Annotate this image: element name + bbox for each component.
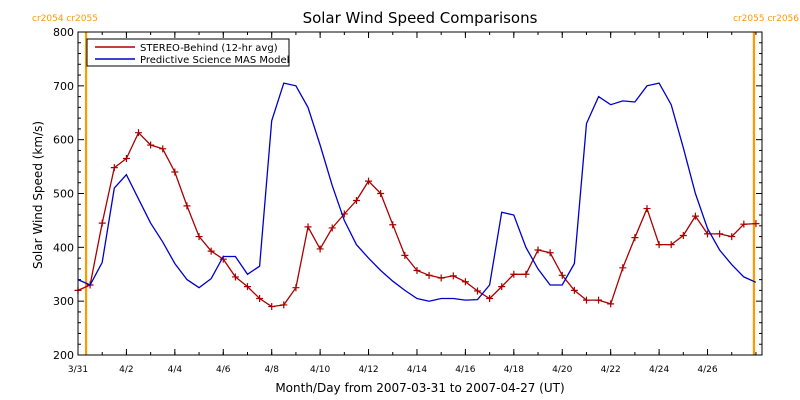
carrington-marker-layer: cr2054 cr2055 cr2055 cr2056: [32, 14, 799, 355]
carrington-marker-label: cr2055 cr2056: [733, 14, 799, 24]
data-point-marker: [377, 190, 385, 197]
data-point-marker: [607, 300, 615, 308]
legend-label-stereo: STEREO-Behind (12-hr avg): [140, 43, 278, 54]
plot-frame: [77, 31, 763, 356]
data-point-marker: [510, 270, 518, 278]
x-tick-label: 4/16: [455, 365, 475, 375]
data-point-marker: [243, 283, 251, 291]
data-point-marker: [365, 177, 373, 185]
x-tick-label: 4/24: [649, 365, 669, 375]
x-tick-label: 4/2: [119, 365, 133, 375]
data-point-marker: [292, 284, 300, 292]
data-point-marker: [171, 168, 179, 176]
data-point-marker: [280, 301, 288, 309]
data-point-marker: [582, 296, 590, 304]
data-point-marker: [679, 231, 687, 239]
x-tick-label: 4/18: [504, 365, 524, 375]
data-point-marker: [183, 202, 191, 210]
data-point-marker: [316, 245, 324, 253]
data-point-marker: [352, 196, 360, 204]
y-tick-label: 700: [53, 80, 74, 93]
data-point-marker: [268, 303, 276, 311]
x-tick-label: 4/26: [697, 365, 717, 375]
y-tick-label: 300: [53, 295, 74, 308]
y-tick-label: 800: [53, 26, 74, 39]
legend: STEREO-Behind (12-hr avg) Predictive Sci…: [86, 38, 290, 67]
x-tick-label: 4/12: [358, 365, 378, 375]
data-point-marker: [498, 283, 506, 291]
x-tick-label: 4/6: [216, 365, 231, 375]
data-point-marker: [110, 164, 118, 172]
data-point-marker: [159, 145, 167, 153]
x-tick-label: 4/8: [264, 365, 279, 375]
data-point-marker: [534, 246, 542, 254]
data-point-marker: [401, 251, 409, 259]
x-tick-label: 4/10: [310, 365, 330, 375]
data-point-marker: [98, 219, 106, 227]
data-point-marker: [522, 270, 530, 278]
data-point-marker: [740, 220, 748, 228]
y-tick-label: 600: [53, 134, 74, 147]
data-point-marker: [304, 223, 312, 231]
legend-box: [86, 38, 290, 67]
data-point-marker: [461, 278, 469, 286]
legend-label-mas: Predictive Science MAS Model: [140, 55, 289, 66]
x-tick-label: 4/14: [407, 365, 427, 375]
data-point-marker: [570, 286, 578, 294]
x-axis-label: Month/Day from 2007-03-31 to 2007-04-27 …: [275, 381, 564, 395]
data-point-marker: [631, 234, 639, 242]
data-point-marker: [667, 241, 675, 249]
x-tick-label: 4/22: [601, 365, 621, 375]
data-point-marker: [619, 264, 627, 272]
data-point-marker: [207, 247, 215, 255]
y-tick-label: 200: [53, 349, 74, 362]
chart-title: Solar Wind Speed Comparisons: [303, 9, 538, 27]
y-axis-label: Solar Wind Speed (km/s): [31, 121, 45, 269]
carrington-marker-label: cr2054 cr2055: [32, 14, 98, 24]
data-point-marker: [643, 205, 651, 213]
data-point-marker: [147, 141, 155, 149]
data-point-marker: [231, 273, 239, 281]
data-point-marker: [425, 271, 433, 279]
data-point-marker: [256, 294, 264, 302]
data-point-marker: [691, 212, 699, 220]
data-point-marker: [195, 233, 203, 241]
data-point-marker: [474, 287, 482, 295]
data-point-marker: [655, 241, 663, 249]
data-point-marker: [122, 155, 130, 163]
data-point-marker: [389, 221, 397, 229]
data-point-marker: [716, 230, 724, 238]
series-line-1: [77, 82, 757, 302]
data-point-marker: [449, 272, 457, 280]
data-point-marker: [135, 129, 143, 137]
y-tick-label: 500: [53, 188, 74, 201]
x-tick-label: 4/4: [168, 365, 183, 375]
data-point-marker: [546, 249, 554, 257]
data-point-marker: [595, 296, 603, 304]
data-point-marker: [413, 266, 421, 274]
data-point-marker: [328, 224, 336, 232]
axes-layer: 200 300 400 500 600 700 800 3/31 4/2 4/4 4/6 4/8 4/1…: [53, 26, 762, 375]
x-tick-label: 3/31: [68, 365, 88, 375]
data-point-marker: [437, 274, 445, 282]
y-tick-label: 400: [53, 241, 74, 254]
series-layer: [74, 82, 760, 311]
data-point-marker: [486, 294, 494, 302]
x-tick-label: 4/20: [552, 365, 572, 375]
data-point-marker: [752, 220, 760, 228]
data-point-marker: [558, 271, 566, 279]
data-point-marker: [728, 233, 736, 241]
